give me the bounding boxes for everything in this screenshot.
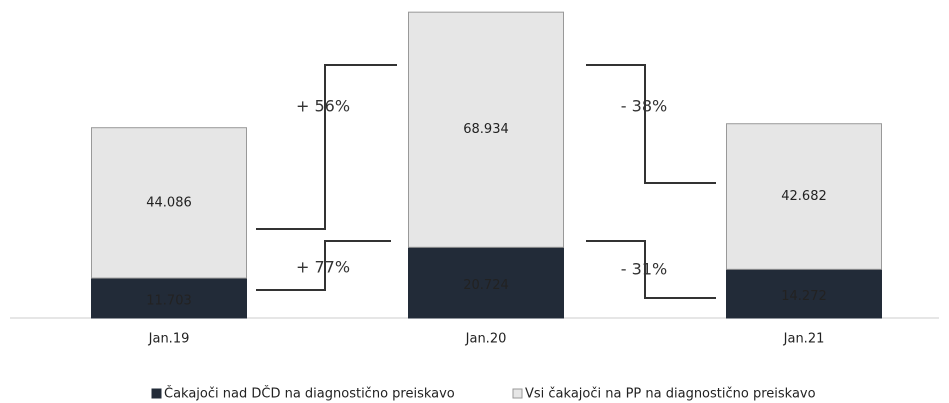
value-label: 20.724: [463, 278, 509, 293]
bar-segment: [91, 127, 247, 279]
value-label: 68.934: [463, 122, 509, 137]
bar-segment: [726, 123, 882, 270]
legend-label: Vsi čakajoči na PP na diagnostično preis…: [525, 387, 816, 402]
bar-segment: [408, 246, 564, 319]
annotation: + 56%: [296, 97, 350, 116]
connector: [586, 64, 716, 184]
legend-swatch: [151, 388, 162, 399]
x-tick-label: Jan.20: [465, 332, 507, 347]
annotation: + 77%: [296, 258, 350, 277]
x-tick-label: Jan.19: [148, 332, 190, 347]
legend-swatch: [512, 388, 523, 399]
value-label: 44.086: [146, 195, 192, 210]
annotation: - 31%: [621, 260, 667, 279]
connector: [586, 240, 716, 299]
legend-label: Čakajoči nad DČD na diagnostično preiska…: [164, 386, 455, 402]
value-label: 11.703: [146, 294, 192, 309]
value-label: 14.272: [781, 289, 827, 304]
annotation: - 38%: [621, 97, 667, 116]
bar-segment: [726, 268, 882, 319]
x-tick-label: Jan.21: [783, 332, 825, 347]
bar-segment: [91, 277, 247, 319]
value-label: 42.682: [781, 189, 827, 204]
connector: [256, 64, 397, 230]
bar-segment: [408, 11, 564, 248]
connector: [256, 240, 391, 291]
